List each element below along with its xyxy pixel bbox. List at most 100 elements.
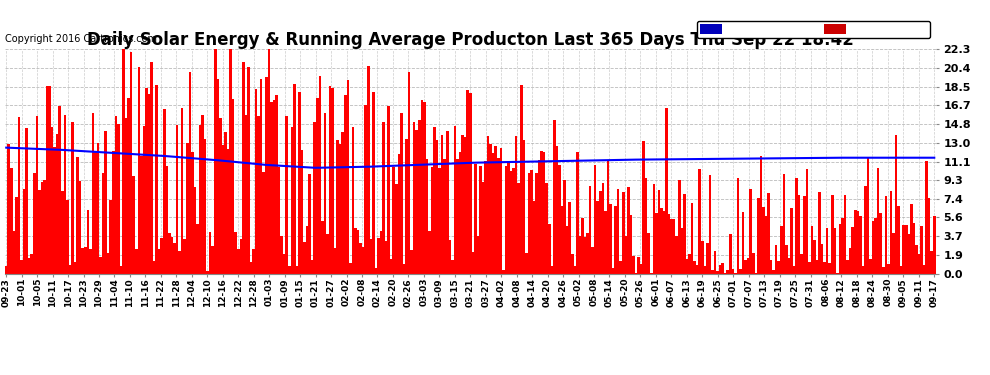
Bar bbox=[183, 238, 186, 274]
Bar bbox=[390, 259, 392, 274]
Bar bbox=[762, 207, 764, 274]
Bar bbox=[209, 232, 212, 274]
Bar bbox=[306, 225, 308, 274]
Bar bbox=[441, 135, 444, 274]
Bar bbox=[643, 141, 644, 274]
Bar bbox=[668, 213, 670, 274]
Bar bbox=[824, 262, 826, 274]
Bar bbox=[770, 260, 772, 274]
Bar bbox=[523, 140, 525, 274]
Bar bbox=[110, 200, 112, 274]
Bar bbox=[444, 159, 446, 274]
Bar bbox=[369, 239, 372, 274]
Bar bbox=[107, 253, 110, 274]
Bar bbox=[20, 260, 23, 274]
Bar bbox=[354, 228, 356, 274]
Bar bbox=[543, 152, 545, 274]
Bar bbox=[446, 131, 448, 274]
Bar bbox=[717, 271, 719, 274]
Bar bbox=[68, 265, 71, 274]
Bar bbox=[510, 171, 512, 274]
Bar bbox=[662, 211, 665, 274]
Bar bbox=[346, 80, 349, 274]
Bar bbox=[146, 88, 148, 274]
Bar bbox=[921, 226, 923, 274]
Bar bbox=[673, 219, 675, 274]
Bar bbox=[128, 98, 130, 274]
Bar bbox=[364, 105, 367, 274]
Bar bbox=[851, 227, 854, 274]
Bar bbox=[102, 172, 104, 274]
Bar bbox=[275, 95, 278, 274]
Bar bbox=[339, 144, 342, 274]
Bar bbox=[222, 145, 224, 274]
Bar bbox=[423, 102, 426, 274]
Bar bbox=[217, 79, 219, 274]
Bar bbox=[71, 122, 74, 274]
Bar bbox=[290, 127, 293, 274]
Bar bbox=[933, 216, 936, 274]
Bar bbox=[36, 116, 38, 274]
Bar bbox=[38, 190, 41, 274]
Bar bbox=[240, 238, 243, 274]
Bar bbox=[492, 153, 494, 274]
Bar bbox=[316, 98, 319, 274]
Bar bbox=[757, 198, 759, 274]
Bar bbox=[466, 90, 469, 274]
Bar bbox=[227, 148, 230, 274]
Bar bbox=[398, 154, 400, 274]
Bar bbox=[356, 230, 359, 274]
Bar bbox=[372, 92, 374, 274]
Bar bbox=[826, 228, 829, 274]
Bar bbox=[596, 201, 599, 274]
Bar bbox=[464, 137, 466, 274]
Bar bbox=[395, 184, 398, 274]
Bar bbox=[8, 144, 10, 274]
Bar bbox=[790, 208, 793, 274]
Bar bbox=[99, 257, 102, 274]
Bar bbox=[604, 211, 607, 274]
Bar bbox=[319, 76, 321, 274]
Bar bbox=[630, 215, 633, 274]
Bar bbox=[245, 115, 248, 274]
Bar bbox=[905, 225, 908, 274]
Bar bbox=[254, 89, 257, 274]
Bar bbox=[186, 143, 188, 274]
Bar bbox=[879, 213, 882, 274]
Bar bbox=[163, 109, 165, 274]
Bar bbox=[839, 224, 842, 274]
Bar bbox=[670, 219, 673, 274]
Bar bbox=[413, 122, 416, 274]
Bar bbox=[403, 264, 405, 274]
Bar bbox=[23, 189, 26, 274]
Bar bbox=[204, 140, 206, 274]
Bar bbox=[856, 211, 859, 274]
Bar bbox=[571, 254, 573, 274]
Bar bbox=[288, 266, 290, 274]
Bar bbox=[267, 49, 270, 274]
Bar bbox=[155, 85, 158, 274]
Bar bbox=[918, 254, 921, 274]
Bar bbox=[518, 183, 520, 274]
Bar bbox=[568, 202, 571, 274]
Bar bbox=[298, 92, 301, 274]
Bar bbox=[550, 266, 553, 274]
Bar bbox=[418, 120, 421, 274]
Bar bbox=[482, 182, 484, 274]
Bar bbox=[545, 183, 548, 274]
Bar bbox=[212, 246, 214, 274]
Bar bbox=[764, 216, 767, 274]
Bar bbox=[392, 166, 395, 274]
Bar bbox=[913, 223, 915, 274]
Bar bbox=[701, 241, 704, 274]
Bar bbox=[553, 120, 555, 274]
Bar bbox=[586, 233, 589, 274]
Bar bbox=[429, 231, 431, 274]
Bar bbox=[724, 273, 727, 274]
Bar bbox=[285, 116, 288, 274]
Bar bbox=[308, 174, 311, 274]
Bar bbox=[160, 238, 163, 274]
Bar bbox=[377, 238, 380, 274]
Bar bbox=[150, 62, 152, 274]
Bar bbox=[821, 244, 824, 274]
